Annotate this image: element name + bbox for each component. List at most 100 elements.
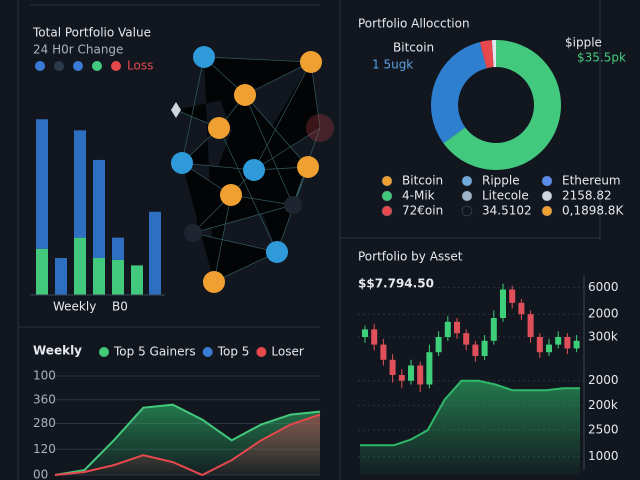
legend-label: Loss xyxy=(127,59,153,73)
donut-segment xyxy=(491,40,496,68)
y-tick-label: 00 xyxy=(33,468,48,480)
area-line xyxy=(360,379,580,447)
y-tick-label: 360 xyxy=(33,392,56,406)
y-tick-label: 2500 xyxy=(588,423,619,437)
bar xyxy=(112,259,124,295)
legend-label: 4-Mik xyxy=(402,189,435,203)
legend-label: Top 5 Gainers xyxy=(113,345,196,359)
legend-label: Ripple xyxy=(482,174,520,188)
candle-body xyxy=(362,329,368,337)
y-tick-label: 120 xyxy=(33,442,56,456)
candle-body xyxy=(408,365,414,381)
legend-dot xyxy=(461,190,473,202)
bar xyxy=(74,237,86,295)
donut-segment xyxy=(431,42,487,144)
legend-dot xyxy=(256,347,267,357)
legend-dot xyxy=(461,205,473,217)
candle-body xyxy=(546,344,552,353)
donut-value: 1 5ugk xyxy=(372,58,413,72)
candle-body xyxy=(389,359,396,375)
bar xyxy=(36,119,48,249)
legend-label: 72€oin xyxy=(402,204,443,218)
panel-title: Portfolio Allocction xyxy=(358,17,470,31)
panel-title: Total Portfolio Value xyxy=(32,26,151,40)
legend-dot xyxy=(111,61,121,71)
y-tick-label: 100 xyxy=(33,369,56,383)
candle-body xyxy=(380,344,387,360)
subtitle: 24 H0r Change xyxy=(33,43,123,57)
legend-label: Ethereum xyxy=(562,174,621,188)
bar xyxy=(112,237,124,260)
legend-dot xyxy=(92,61,102,71)
legend-dot xyxy=(381,190,393,202)
candle-body xyxy=(463,333,470,345)
candle-body xyxy=(536,337,543,353)
network-nodes xyxy=(171,46,334,293)
panel-title: Portfolio by Asset xyxy=(358,250,463,264)
candle-body xyxy=(398,375,405,381)
candle-body xyxy=(481,340,488,356)
legend-dot xyxy=(35,61,45,71)
donut-label: $ipple xyxy=(565,36,602,50)
candle-body xyxy=(371,329,378,345)
y-tick-label: 2000 xyxy=(588,307,619,321)
y-tick-label: 1000 xyxy=(588,449,619,463)
y-tick-label: 2000 xyxy=(588,373,619,387)
donut-label: Bitcoin xyxy=(393,41,434,55)
bar xyxy=(93,159,105,258)
x-label: Weekly xyxy=(53,300,96,314)
legend-dot xyxy=(541,190,553,202)
line xyxy=(54,403,321,476)
legend-dot xyxy=(541,205,553,217)
y-tick-label: 300k xyxy=(588,330,618,344)
bar xyxy=(149,211,161,295)
area xyxy=(55,414,320,475)
candle-body xyxy=(435,337,442,353)
panel-borders xyxy=(17,0,601,480)
candle-body xyxy=(555,337,562,345)
legend-label: Loser xyxy=(271,345,303,359)
candle-body xyxy=(454,321,460,334)
candle-body xyxy=(444,321,451,337)
y-tick-label: 200k xyxy=(588,398,618,412)
legend-dot xyxy=(381,175,393,187)
legend-dot xyxy=(541,175,553,187)
bar xyxy=(55,258,67,295)
candle-body xyxy=(426,352,433,385)
bar xyxy=(36,248,48,295)
candle-body xyxy=(518,302,525,315)
candle-body xyxy=(417,365,424,385)
y-tick-label: 280 xyxy=(33,416,56,430)
y-tick-label: 6000 xyxy=(588,280,619,294)
candle-body xyxy=(472,344,479,356)
candle-body xyxy=(490,318,497,341)
legend-label: Top 5 xyxy=(217,345,250,359)
area xyxy=(360,380,580,475)
legend-dot xyxy=(54,61,64,71)
bar xyxy=(93,258,105,295)
line xyxy=(54,413,321,477)
donut-segment xyxy=(443,39,561,171)
donut-value: $35.5pk xyxy=(577,51,626,65)
legend-dot xyxy=(381,205,393,217)
bar xyxy=(74,130,86,238)
portfolio-value: $$7.794.50 xyxy=(358,277,434,291)
candle-body xyxy=(564,337,571,349)
candle-body xyxy=(573,340,580,349)
legend-label: 2158.82 xyxy=(562,189,612,203)
panel-title: Weekly xyxy=(33,344,82,358)
donut-segment xyxy=(479,40,494,69)
legend-dot xyxy=(99,347,109,357)
legend-label: 34.5102 xyxy=(482,204,532,218)
legend-dot xyxy=(73,61,83,71)
bar xyxy=(131,265,143,295)
legend-dot xyxy=(202,347,213,357)
legend-dot xyxy=(461,175,473,187)
legend-label: Bitcoin xyxy=(402,174,443,188)
legend-label: 0,1898.8K xyxy=(562,204,624,218)
candle-body xyxy=(509,289,516,303)
x-label: B0 xyxy=(112,300,128,314)
candle-body xyxy=(527,314,534,337)
candle-body xyxy=(500,289,506,318)
